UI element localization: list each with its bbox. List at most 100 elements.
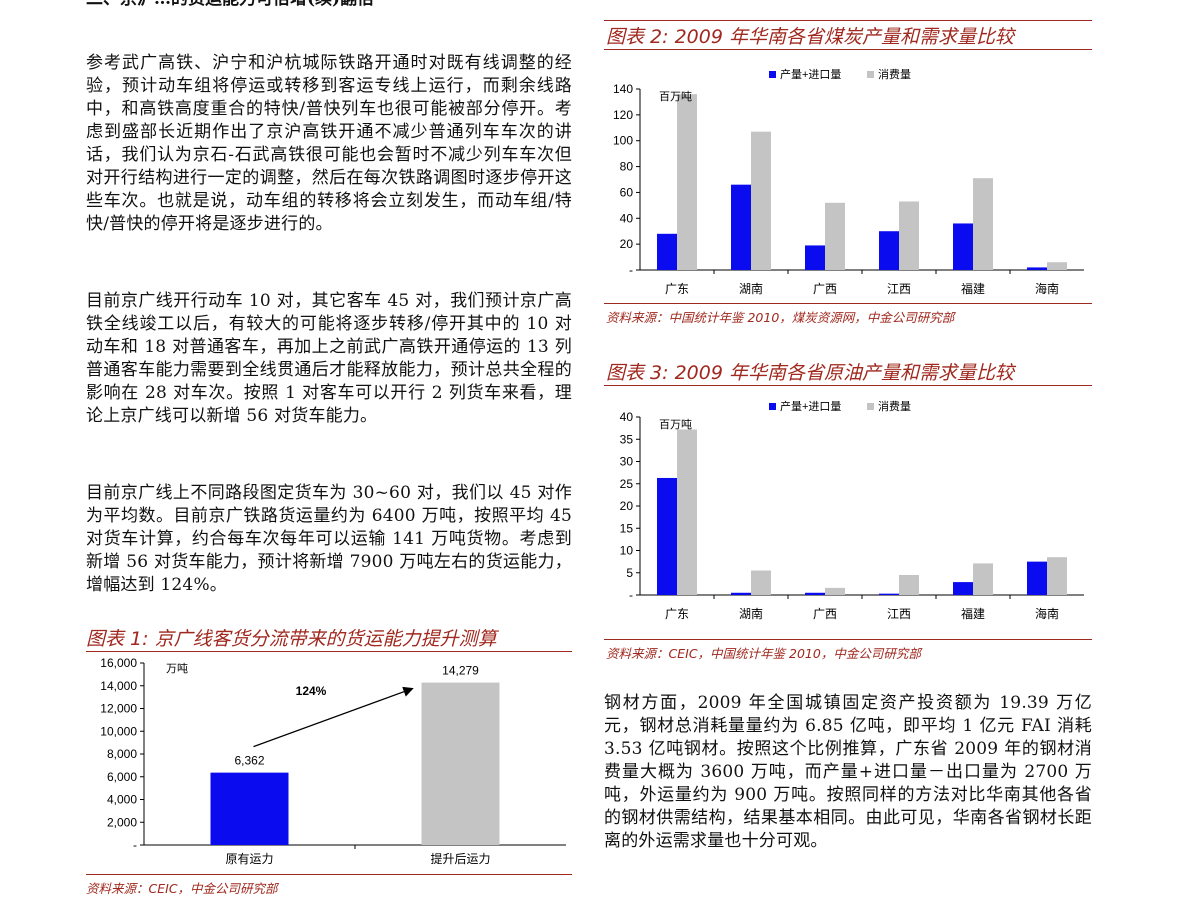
bar xyxy=(1027,267,1047,270)
y-tick-label: 35 xyxy=(620,432,634,446)
y-tick-label: 30 xyxy=(620,455,634,469)
growth-arrow xyxy=(253,686,414,748)
bar xyxy=(657,233,677,270)
figure-1-bottom-rule xyxy=(86,874,572,875)
figure-3-chart: - 5 10 15 20 25 30 35 40 广东 湖南 广西 江西 福建 海南 百万吨 产量+进口量 消费量 xyxy=(620,399,1084,621)
bar xyxy=(210,772,289,845)
x-tick-label: 福建 xyxy=(961,606,985,621)
figure-2-top-rule xyxy=(604,20,1092,21)
bar xyxy=(879,231,899,270)
figure-2-bottom-rule xyxy=(604,303,1092,304)
figure-3-bottom-rule xyxy=(604,639,1092,640)
bar xyxy=(677,429,697,595)
section-heading: 二、京沪…的货运能力可倍增(续)翻倍 xyxy=(86,0,572,11)
y-tick-label: 2,000 xyxy=(107,815,137,829)
x-tick-label: 湖南 xyxy=(739,281,763,296)
axis-unit-label: 百万吨 xyxy=(659,90,692,103)
y-tick-label: 5 xyxy=(626,566,633,580)
y-tick-label: 120 xyxy=(613,108,633,122)
bar xyxy=(751,570,771,595)
bar xyxy=(973,178,993,270)
y-tick-label: - xyxy=(133,838,137,852)
bar xyxy=(677,94,697,270)
y-tick-label: 10 xyxy=(620,544,634,558)
figure-2-source: 资料来源：中国统计年鉴 2010，煤炭资源网，中金公司研究部 xyxy=(606,310,955,325)
bar xyxy=(421,682,500,845)
bar xyxy=(805,592,825,595)
paragraph-steel: 钢材方面，2009 年全国城镇固定资产投资额为 19.39 万亿元，钢材总消耗量… xyxy=(604,693,1092,851)
bar xyxy=(1047,557,1067,595)
figure-1-chart: - 2,000 4,000 6,000 8,000 10,000 12,000 14,000 1… xyxy=(100,656,566,866)
x-tick-label: 提升后运力 xyxy=(430,851,490,866)
x-tick-label: 海南 xyxy=(1035,606,1059,621)
y-tick-label: 140 xyxy=(613,82,633,96)
bar xyxy=(731,184,751,270)
paragraph-3: 目前京广线上不同路段图定货车为 30~60 对，我们以 45 对作为平均数。目前… xyxy=(86,483,572,595)
y-tick-label: 10,000 xyxy=(100,724,137,738)
y-tick-label: 25 xyxy=(620,477,634,491)
y-tick-label: 20 xyxy=(620,237,634,251)
bar xyxy=(1027,561,1047,595)
y-tick-label: 8,000 xyxy=(107,747,137,761)
x-tick-label: 广西 xyxy=(813,282,837,296)
y-tick-label: - xyxy=(629,263,633,277)
x-tick-label: 原有运力 xyxy=(225,852,273,866)
figure-2-rule xyxy=(604,49,1092,50)
bar xyxy=(825,202,845,270)
x-tick-label: 湖南 xyxy=(739,606,763,621)
figure-2-chart: - 20 40 60 80 100 120 140 广东 湖南 广西 江西 福建 海南 百万吨 产量+进口量 消… xyxy=(613,67,1084,296)
axis-unit-label: 万吨 xyxy=(166,662,188,675)
x-tick-label: 江西 xyxy=(887,282,911,296)
legend-swatch xyxy=(769,403,776,410)
bar xyxy=(657,477,677,595)
paragraph-2: 目前京广线开行动车 10 对，其它客车 45 对，我们预计京广高铁全线竣工以后，… xyxy=(86,291,572,426)
y-tick-label: 14,000 xyxy=(100,679,137,693)
bar xyxy=(899,574,919,595)
figure-3-title: 图表 3: 2009 年华南各省原油产量和需求量比较 xyxy=(606,362,1014,384)
bar xyxy=(805,245,825,270)
x-tick-label: 海南 xyxy=(1035,281,1059,296)
figure-1-source: 资料来源：CEIC，中金公司研究部 xyxy=(86,881,278,896)
y-tick-label: 6,000 xyxy=(107,770,137,784)
figure-3-source: 资料来源：CEIC，中国统计年鉴 2010，中金公司研究部 xyxy=(606,646,921,661)
bar xyxy=(879,593,899,595)
figure-1-title: 图表 1: 京广线客货分流带来的货运能力提升测算 xyxy=(86,628,497,650)
y-tick-label: 20 xyxy=(620,499,634,513)
x-tick-label: 江西 xyxy=(887,607,911,621)
bar xyxy=(899,201,919,270)
y-tick-label: 16,000 xyxy=(100,656,137,670)
legend-swatch xyxy=(867,71,874,78)
data-label: 6,362 xyxy=(234,754,264,768)
y-tick-label: 15 xyxy=(620,521,634,535)
y-tick-label: 4,000 xyxy=(107,793,137,807)
growth-label: 124% xyxy=(296,684,327,698)
bar xyxy=(825,587,845,595)
axis-unit-label: 百万吨 xyxy=(659,418,692,431)
bar xyxy=(973,563,993,595)
legend-swatch xyxy=(867,403,874,410)
y-tick-label: 100 xyxy=(613,134,633,148)
y-tick-label: 80 xyxy=(620,160,634,174)
legend-label: 消费量 xyxy=(878,67,911,81)
legend-swatch xyxy=(769,71,776,78)
legend-label: 产量+进口量 xyxy=(780,399,841,413)
figure-3-rule xyxy=(604,385,1092,386)
x-tick-label: 广西 xyxy=(813,607,837,621)
y-tick-label: 40 xyxy=(620,211,634,225)
y-tick-label: 40 xyxy=(620,410,634,424)
bar xyxy=(1047,262,1067,270)
bar xyxy=(751,131,771,270)
bar xyxy=(953,582,973,595)
legend-label: 消费量 xyxy=(878,399,911,413)
figure-2-title: 图表 2: 2009 年华南各省煤炭产量和需求量比较 xyxy=(606,26,1014,48)
x-tick-label: 广东 xyxy=(665,282,689,296)
y-tick-label: - xyxy=(629,588,633,602)
figure-1-rule xyxy=(86,651,572,652)
bar xyxy=(731,592,751,595)
data-label: 14,279 xyxy=(442,664,479,678)
y-tick-label: 60 xyxy=(620,185,634,199)
legend-label: 产量+进口量 xyxy=(780,67,841,81)
paragraph-1: 参考武广高铁、沪宁和沪杭城际铁路开通时对既有线调整的经验，预计动车组将停运或转移… xyxy=(86,53,572,234)
bar xyxy=(953,223,973,270)
x-tick-label: 福建 xyxy=(961,281,985,296)
